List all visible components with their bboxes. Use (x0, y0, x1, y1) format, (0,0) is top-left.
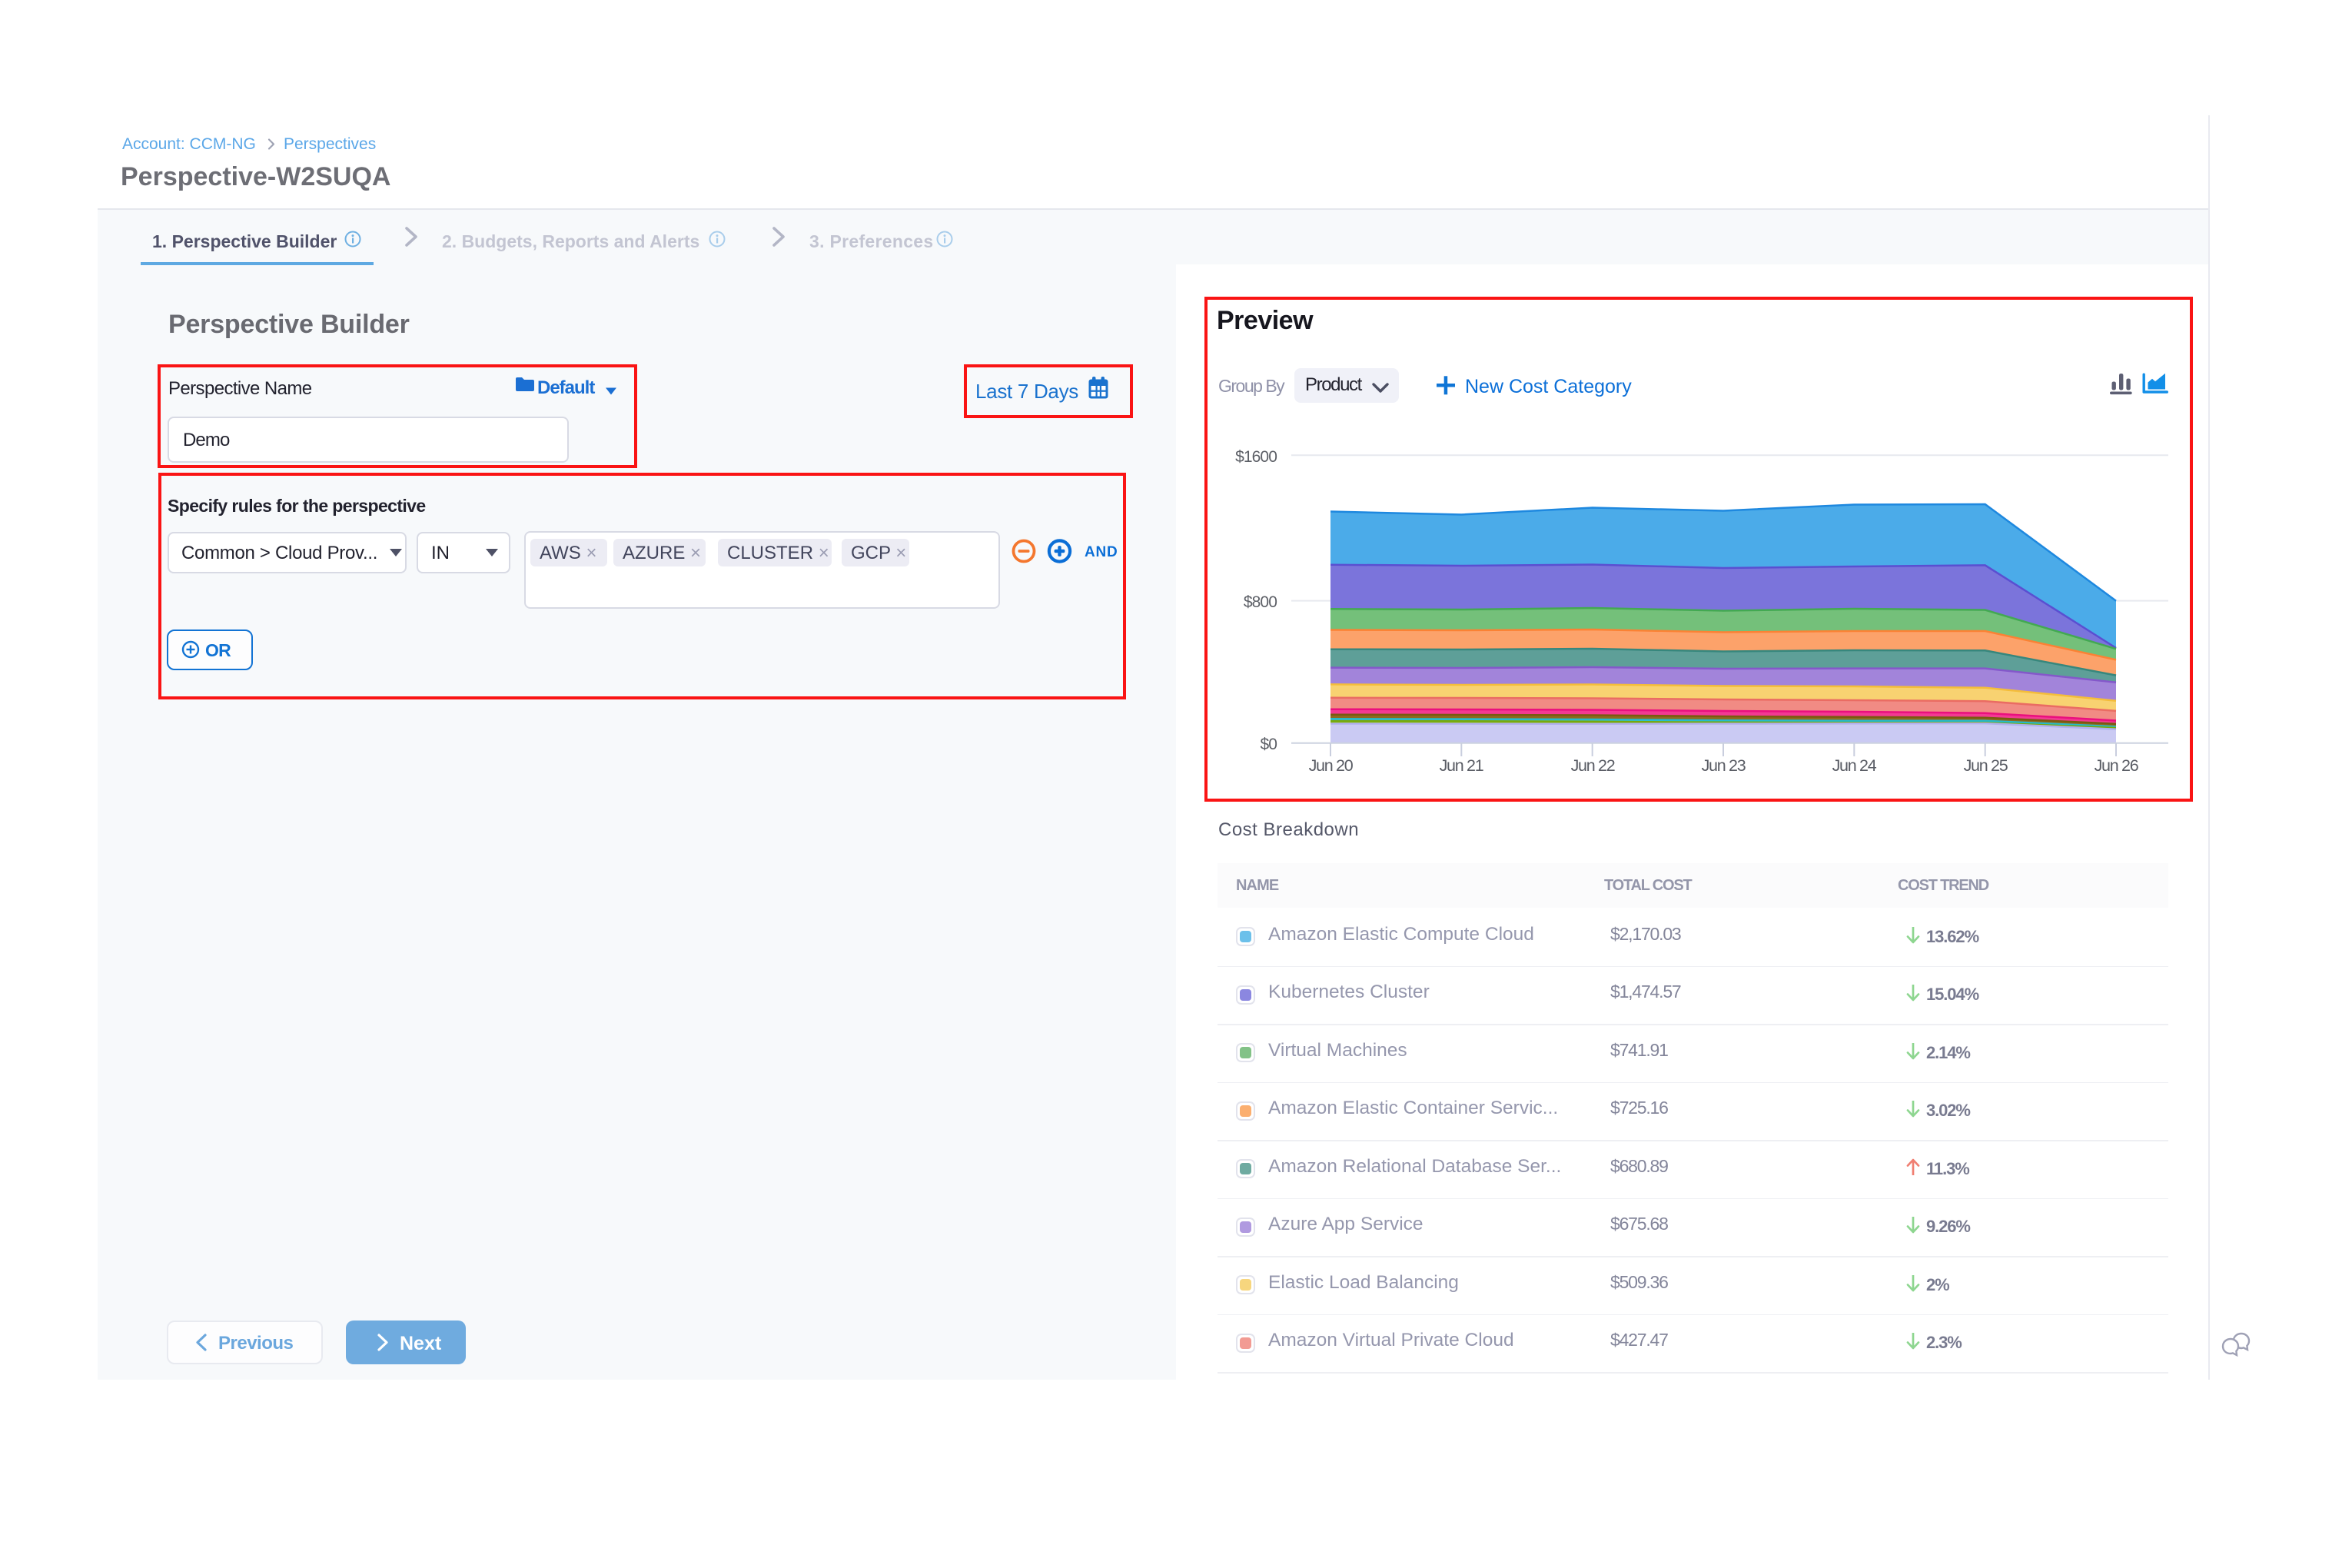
svg-text:$800: $800 (1244, 593, 1277, 611)
svg-text:Jun 24: Jun 24 (1832, 756, 1877, 775)
svg-text:Jun 21: Jun 21 (1440, 756, 1483, 775)
svg-text:Jun 26: Jun 26 (2095, 756, 2139, 775)
svg-text:$1600: $1600 (1235, 448, 1277, 466)
svg-text:Jun 25: Jun 25 (1964, 756, 2008, 775)
svg-text:Jun 23: Jun 23 (1702, 756, 1746, 775)
svg-text:$0: $0 (1260, 736, 1277, 753)
svg-text:Jun 20: Jun 20 (1309, 756, 1354, 775)
svg-text:Jun 22: Jun 22 (1571, 756, 1615, 775)
